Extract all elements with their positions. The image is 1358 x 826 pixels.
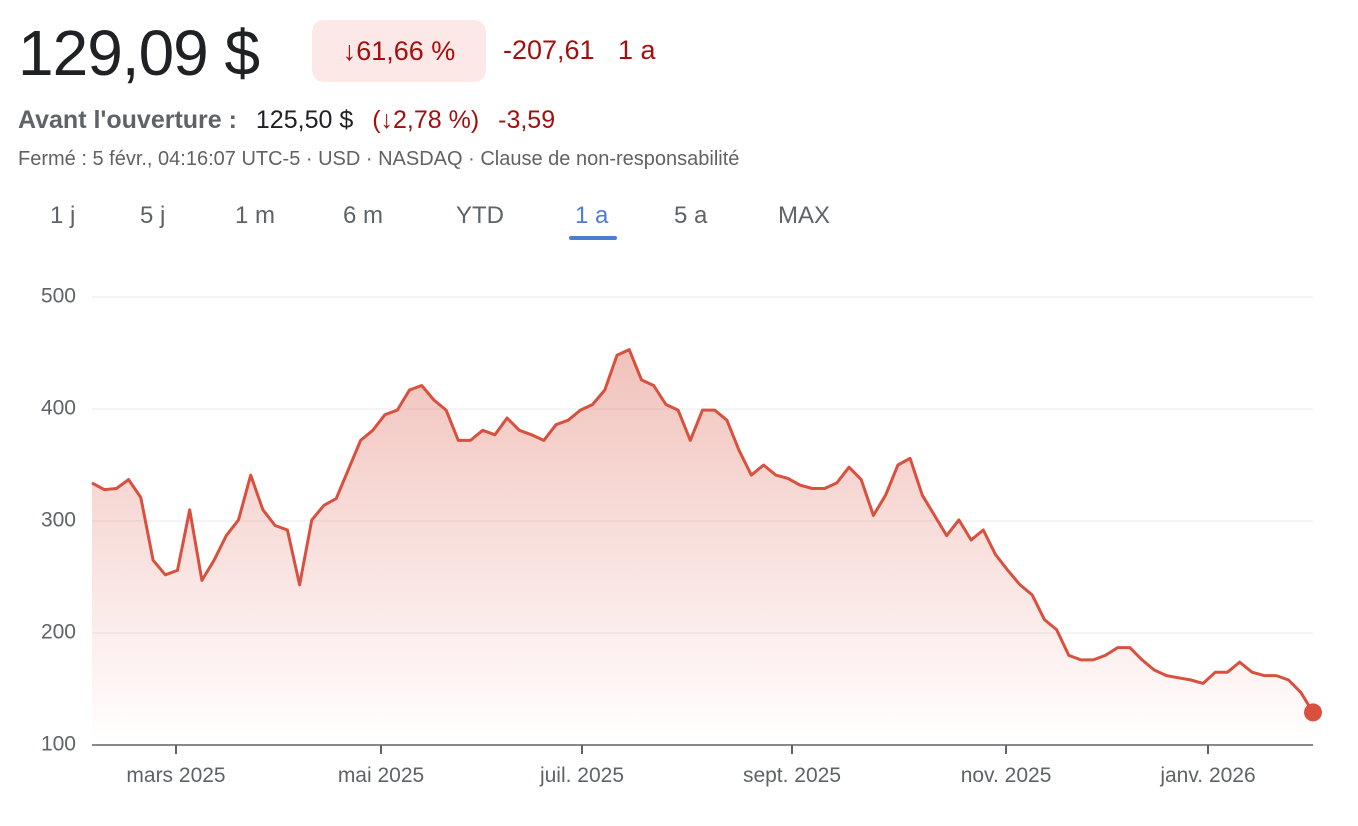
premarket-change: -3,59 (498, 106, 556, 134)
premarket-label: Avant l'ouverture : (18, 106, 237, 134)
range-tab[interactable]: MAX (778, 202, 831, 229)
x-tick-label: janv. 2026 (1159, 764, 1255, 787)
range-tab[interactable]: 1 j (50, 202, 76, 229)
period: 1 a (618, 35, 656, 65)
area (92, 349, 1313, 745)
x-tick-label: nov. 2025 (961, 764, 1052, 787)
tab-underline (569, 236, 617, 240)
premarket-percent: (↓2,78 %) (372, 106, 480, 134)
change-badge: ↓61,66 % (312, 20, 486, 82)
y-tick-label: 400 (41, 397, 76, 420)
y-tick-label: 300 (41, 509, 76, 532)
x-tick-label: juil. 2025 (539, 764, 624, 787)
premarket-price: 125,50 $ (255, 106, 354, 134)
info-line: Fermé : 5 févr., 04:16:07 UTC-5 · USD · … (18, 148, 740, 170)
price: 129,09 $ (18, 17, 260, 89)
end-point (1304, 703, 1322, 722)
y-tick-label: 500 (41, 285, 76, 308)
x-tick-label: sept. 2025 (743, 764, 841, 787)
range-tab[interactable]: 1 a (575, 202, 609, 229)
range-tab[interactable]: YTD (456, 202, 504, 229)
range-tab[interactable]: 5 a (674, 202, 708, 229)
y-tick-label: 100 (41, 733, 76, 756)
y-tick-label: 200 (41, 621, 76, 644)
x-tick-label: mai 2025 (338, 764, 424, 787)
premarket: Avant l'ouverture : 125,50 $ (↓2,78 %) -… (18, 106, 555, 135)
line (91, 348, 1315, 714)
change-value: -207,61 (503, 35, 595, 65)
x-tick-label: mars 2025 (126, 764, 225, 787)
range-tab[interactable]: 6 m (343, 202, 384, 229)
range-tab[interactable]: 5 j (140, 202, 166, 229)
range-tab[interactable]: 1 m (235, 202, 276, 229)
